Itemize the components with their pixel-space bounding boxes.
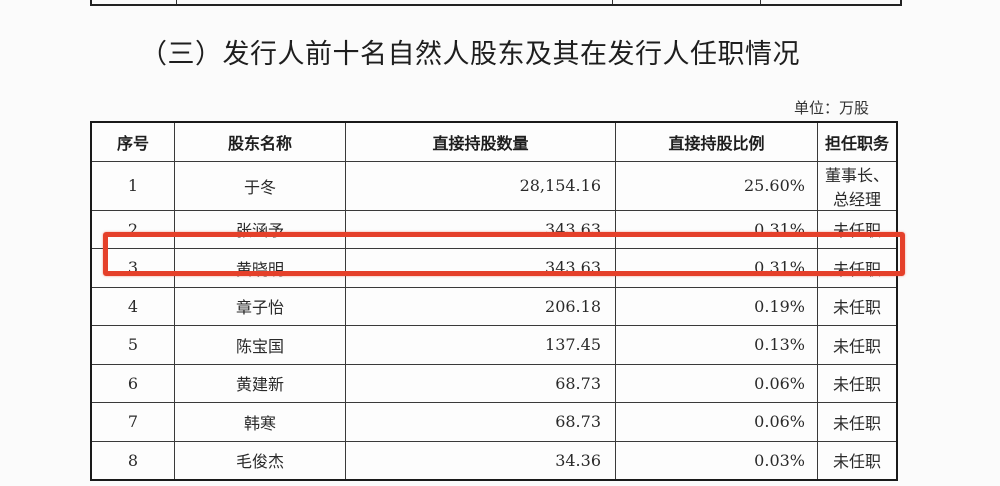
cell-position: 未任职 [817,402,898,442]
cell-ratio: 25.60% [615,160,818,211]
cell-shares: 68.73 [345,402,616,442]
table-row-highlighted: 3 黄晓明 343.63 0.31% 未任职 [90,248,898,288]
cell-index: 8 [90,440,175,481]
cell-index: 5 [90,325,175,365]
cell-ratio: 0.31% [615,209,818,249]
header-name: 股东名称 [174,121,346,162]
cell-shares: 343.63 [345,209,616,249]
cell-ratio: 0.13% [615,325,818,365]
table-row: 7 韩寒 68.73 0.06% 未任职 [90,402,898,442]
table-row: 1 于冬 28,154.16 25.60% 董事长、总经理 [90,160,898,211]
cell-ratio: 0.03% [615,440,818,481]
table-divider [176,0,177,4]
table-row: 2 张涵予 343.63 0.31% 未任职 [90,209,898,249]
cell-name: 黄晓明 [174,248,346,288]
cell-name: 陈宝国 [174,325,346,365]
cell-name: 于冬 [174,160,346,211]
header-ratio: 直接持股比例 [615,121,818,162]
cell-index: 4 [90,286,175,326]
cell-index: 7 [90,402,175,442]
table-divider [760,0,761,4]
cell-position: 未任职 [817,440,898,481]
cell-position: 未任职 [817,209,898,249]
cell-shares: 28,154.16 [345,160,616,211]
section-title: （三）发行人前十名自然人股东及其在发行人任职情况 [140,39,800,70]
cell-ratio: 0.31% [615,248,818,288]
cell-index: 2 [90,209,175,249]
cell-shares: 343.63 [345,248,616,288]
table-row: 8 毛俊杰 34.36 0.03% 未任职 [90,440,898,481]
cell-shares: 68.73 [345,363,616,403]
cell-position: 未任职 [817,286,898,326]
cell-name: 毛俊杰 [174,440,346,481]
table-row: 5 陈宝国 137.45 0.13% 未任职 [90,325,898,365]
header-shares: 直接持股数量 [345,121,616,162]
header-index: 序号 [90,121,175,162]
cell-index: 1 [90,160,175,211]
cell-shares: 137.45 [345,325,616,365]
cell-ratio: 0.19% [615,286,818,326]
unit-label: 单位：万股 [794,99,870,117]
cell-ratio: 0.06% [615,363,818,403]
cell-shares: 34.36 [345,440,616,481]
table-divider [612,0,613,4]
cell-index: 6 [90,363,175,403]
table-header-row: 序号 股东名称 直接持股数量 直接持股比例 担任职务 [90,121,898,162]
previous-table-bottom-edge [90,0,902,6]
table-row: 4 章子怡 206.18 0.19% 未任职 [90,286,898,326]
cell-name: 章子怡 [174,286,346,326]
cell-name: 黄建新 [174,363,346,403]
shareholders-table: 序号 股东名称 直接持股数量 直接持股比例 担任职务 1 于冬 28,154.1… [90,121,898,481]
cell-position: 未任职 [817,248,898,288]
cell-index: 3 [90,248,175,288]
cell-name: 韩寒 [174,402,346,442]
cell-position: 未任职 [817,325,898,365]
cell-ratio: 0.06% [615,402,818,442]
header-position: 担任职务 [817,121,898,162]
table-row: 6 黄建新 68.73 0.06% 未任职 [90,363,898,403]
cell-shares: 206.18 [345,286,616,326]
cell-position: 董事长、总经理 [817,160,898,211]
cell-position: 未任职 [817,363,898,403]
cell-name: 张涵予 [174,209,346,249]
